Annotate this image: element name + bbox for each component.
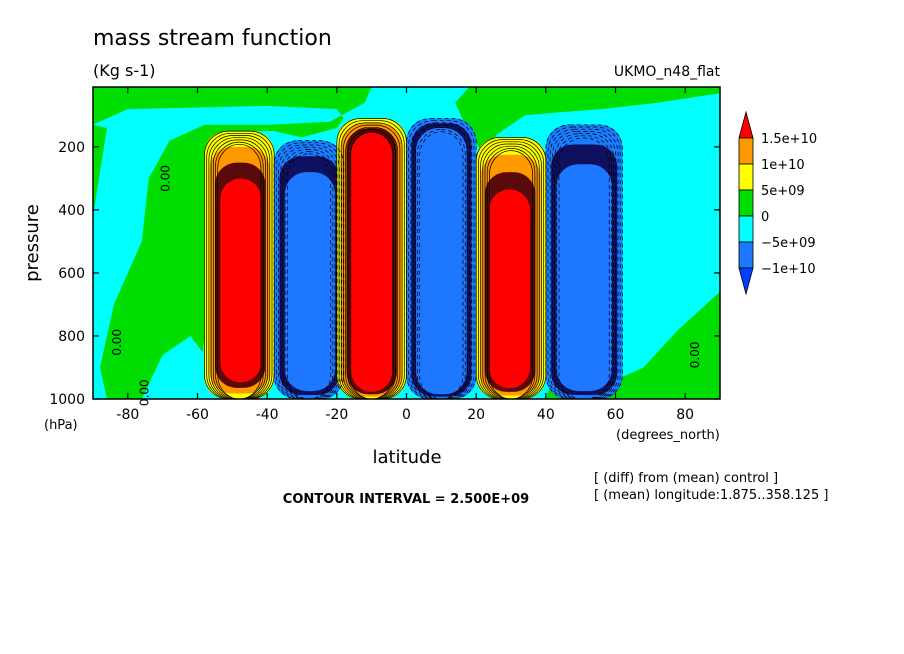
contour-line: [273, 140, 345, 399]
contour-line: [208, 135, 271, 399]
contour-line: [480, 141, 542, 399]
x-tick-label: 60: [607, 407, 625, 423]
x-unit-label: (degrees_north): [616, 428, 720, 443]
y-unit-label: (hPa): [44, 418, 78, 433]
units-label: (Kg s-1): [93, 61, 156, 80]
contour-line: [347, 129, 396, 399]
y-tick-label: 600: [58, 266, 85, 282]
contour-line: [345, 126, 399, 399]
y-tick-label: 200: [58, 140, 85, 156]
cyan-region: [141, 336, 205, 399]
contour-line: [417, 129, 466, 399]
contour-label: 0.00: [159, 165, 173, 192]
contour-line: [340, 122, 403, 399]
contour-line: [206, 132, 273, 399]
contour-line: [215, 141, 264, 399]
contour-label: 0.00: [688, 342, 702, 369]
x-tick-label: -60: [186, 407, 209, 423]
positive-cell: [351, 132, 393, 392]
x-tick-label: -20: [325, 407, 348, 423]
negative-cell: [289, 187, 331, 388]
green-region: [93, 87, 372, 399]
contour-line: [414, 126, 468, 399]
contour-line: [410, 122, 473, 399]
legend-swatch: [738, 215, 754, 243]
note-diff: [ (diff) from (mean) control ]: [594, 471, 778, 486]
contour-line: [486, 148, 536, 399]
legend-swatch: [738, 241, 754, 269]
contour-label: 0.00: [110, 329, 124, 356]
contour-line: [554, 133, 614, 399]
contour-interval-text: CONTOUR INTERVAL = 2.500E+09: [283, 492, 529, 507]
contour-line: [280, 146, 338, 399]
contour-line: [284, 151, 334, 399]
contour-line: [552, 131, 617, 399]
contour-line: [549, 128, 619, 399]
legend-swatch: [738, 189, 754, 217]
contour-line: [282, 149, 336, 399]
x-axis-label: latitude: [372, 447, 441, 468]
contour-line: [556, 135, 612, 399]
x-tick-label: 20: [467, 407, 485, 423]
y-axis-label: pressure: [22, 204, 43, 282]
contour-line: [482, 143, 540, 399]
contour-line: [475, 137, 547, 399]
y-tick-label: 400: [58, 203, 85, 219]
contour-line: [212, 139, 266, 399]
legend-label: 1.5e+10: [761, 132, 817, 147]
legend-bottom-arrow: [738, 267, 754, 296]
legend-label: −5e+09: [761, 236, 816, 251]
contour-line: [478, 139, 545, 399]
x-tick-label: 40: [537, 407, 555, 423]
contour-line: [286, 153, 331, 399]
contour-line: [217, 143, 262, 399]
contour-line: [558, 137, 610, 399]
positive-cell: [489, 189, 530, 389]
green-region: [455, 87, 720, 154]
note-mean: [ (mean) longitude:1.875..358.125 ]: [594, 488, 828, 503]
legend-label: 0: [761, 210, 769, 225]
legend-label: 1e+10: [761, 158, 805, 173]
legend-top-arrow: [738, 110, 754, 139]
green-region: [93, 124, 107, 217]
legend-label: −1e+10: [761, 262, 816, 277]
x-tick-label: -40: [256, 407, 279, 423]
contour-line: [489, 150, 534, 399]
negative-cell: [561, 183, 607, 388]
legend-swatch: [738, 163, 754, 191]
x-tick-label: 0: [402, 407, 411, 423]
color-legend: 1.5e+10 1e+10 5e+09 0 −5e+09 −1e+10: [738, 110, 817, 296]
contour-label: 0.00: [138, 379, 152, 406]
y-tick-label: 800: [58, 329, 85, 345]
negative-cell: [420, 132, 462, 392]
contour-line: [484, 145, 538, 399]
contour-line: [545, 124, 623, 399]
positive-cell: [220, 178, 262, 383]
chart-title: mass stream function: [93, 26, 332, 51]
plot-area: [93, 87, 720, 399]
y-tick-label: 1000: [49, 392, 85, 408]
legend-label: 5e+09: [761, 184, 805, 199]
contour-line: [275, 142, 342, 399]
legend-swatch: [738, 137, 754, 165]
run-label: UKMO_n48_flat: [614, 64, 721, 80]
x-tick-label: -80: [116, 407, 139, 423]
x-tick-label: 80: [676, 407, 694, 423]
